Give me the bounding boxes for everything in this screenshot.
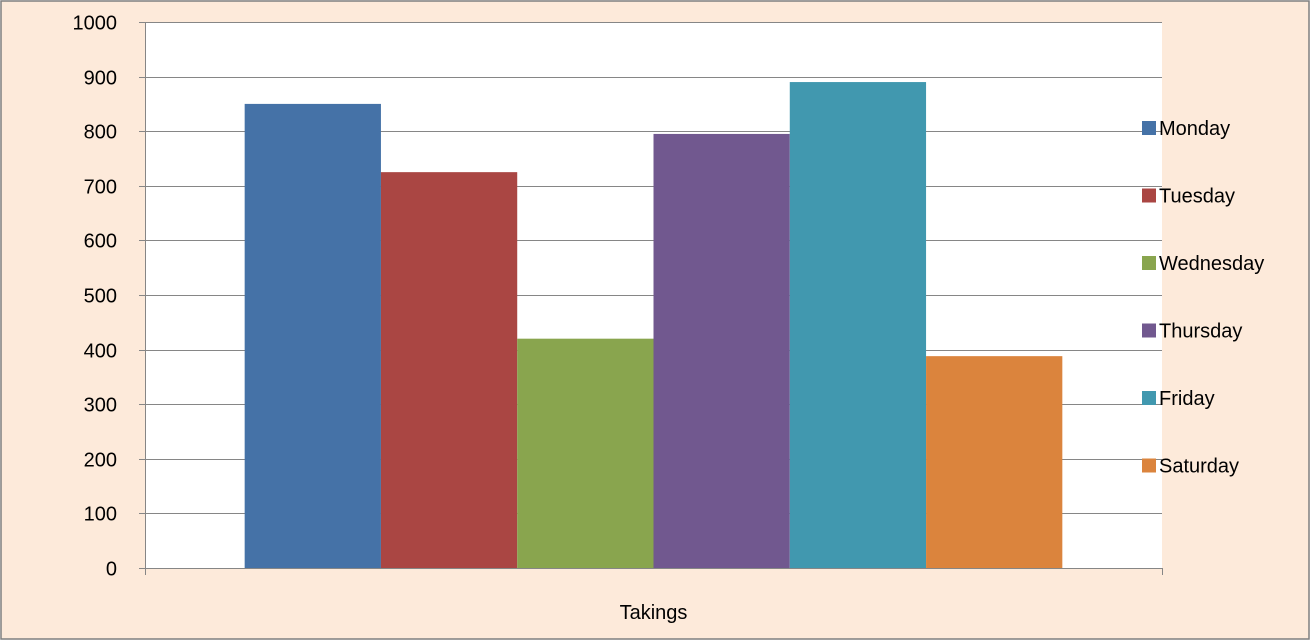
legend-swatch-tuesday xyxy=(1142,188,1156,203)
legend-swatch-wednesday xyxy=(1142,256,1156,270)
legend-swatch-thursday xyxy=(1142,323,1156,338)
y-tick-label: 500 xyxy=(84,286,117,308)
y-tick-label: 1000 xyxy=(73,13,118,35)
y-tick-label: 600 xyxy=(84,231,117,253)
y-tick-label: 0 xyxy=(106,559,117,581)
bar-tuesday xyxy=(380,172,518,568)
bars xyxy=(244,82,1063,569)
bar-friday xyxy=(789,82,927,568)
legend-label-friday: Friday xyxy=(1159,388,1215,410)
y-tick-label: 400 xyxy=(84,341,117,363)
legend-label-saturday: Saturday xyxy=(1159,456,1239,478)
legend-swatch-monday xyxy=(1142,121,1156,135)
legend: Monday Tuesday Wednesday Thursday Friday Satu… xyxy=(1142,118,1264,478)
y-tick-label: 900 xyxy=(84,68,117,90)
bar-saturday xyxy=(926,356,1063,568)
legend-swatch-friday xyxy=(1142,391,1156,405)
legend-label-thursday: Thursday xyxy=(1159,321,1242,343)
bar-thursday xyxy=(653,133,790,568)
y-tick-label: 700 xyxy=(84,177,117,199)
x-category-label: Takings xyxy=(620,602,688,624)
x-axis-category-labels: Takings xyxy=(620,602,688,624)
legend-label-tuesday: Tuesday xyxy=(1159,186,1235,208)
y-axis-tick-labels: 0 100 200 300 400 500 600 700 800 900 1000 xyxy=(73,13,118,581)
y-tick-label: 100 xyxy=(84,504,117,526)
y-tick-label: 300 xyxy=(84,395,117,417)
legend-label-wednesday: Wednesday xyxy=(1159,253,1264,275)
legend-swatch-saturday xyxy=(1142,458,1156,473)
bar-monday xyxy=(244,103,381,569)
bar-wednesday xyxy=(517,338,654,568)
legend-label-monday: Monday xyxy=(1159,118,1230,140)
y-tick-label: 800 xyxy=(84,122,117,144)
axes xyxy=(145,22,1163,575)
y-tick-label: 200 xyxy=(84,450,117,472)
